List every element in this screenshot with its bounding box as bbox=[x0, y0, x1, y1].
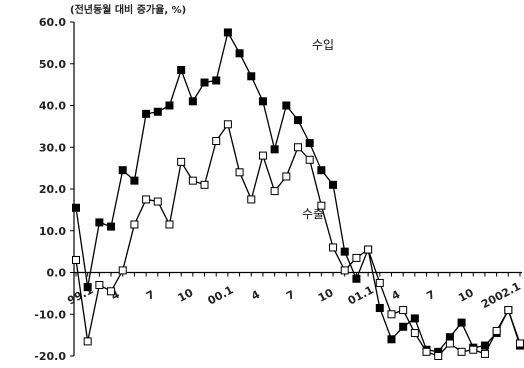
y-tick-label: -10.0 bbox=[34, 308, 66, 321]
data-point-series-1 bbox=[118, 266, 127, 275]
data-point-series-0 bbox=[457, 318, 466, 327]
data-point-series-0 bbox=[258, 97, 267, 106]
data-point-series-0 bbox=[410, 314, 419, 323]
data-point-series-1 bbox=[410, 329, 419, 338]
data-point-series-0 bbox=[329, 180, 338, 189]
data-point-series-1 bbox=[72, 255, 80, 264]
data-point-series-1 bbox=[142, 195, 151, 204]
x-tick-label: 2002.1 bbox=[479, 280, 523, 311]
data-point-series-1 bbox=[130, 220, 139, 229]
data-point-series-0 bbox=[317, 166, 326, 175]
export-series-label: 수출 bbox=[302, 207, 324, 221]
series-line-1 bbox=[75, 122, 521, 357]
y-tick-label: 0.0 bbox=[47, 267, 67, 280]
x-tick-label: 10 bbox=[456, 286, 476, 305]
data-point-series-1 bbox=[212, 136, 221, 145]
data-point-series-0 bbox=[223, 28, 232, 37]
data-point-series-0 bbox=[235, 49, 244, 58]
data-point-series-1 bbox=[247, 195, 256, 204]
data-point-series-1 bbox=[165, 220, 174, 229]
unit-label: (전년동월 대비 증가율, %) bbox=[70, 3, 186, 16]
data-point-series-1 bbox=[305, 155, 314, 164]
data-point-series-1 bbox=[258, 151, 267, 160]
data-point-series-1 bbox=[153, 197, 162, 206]
series-line-0 bbox=[75, 30, 521, 353]
y-tick-label: 30.0 bbox=[39, 141, 66, 154]
x-tick-label: 00.1 bbox=[206, 283, 236, 307]
data-point-series-1 bbox=[387, 310, 396, 319]
x-axis-ticks: 99.1 4 7 10 00.1 4 7 10 01.1 4 7 10 2002.1 bbox=[65, 272, 523, 311]
data-point-series-1 bbox=[504, 306, 513, 315]
data-point-series-1 bbox=[457, 347, 466, 356]
y-tick-label: 10.0 bbox=[39, 225, 66, 238]
data-point-series-0 bbox=[142, 109, 151, 118]
data-point-series-0 bbox=[153, 107, 162, 116]
data-point-series-0 bbox=[212, 76, 221, 85]
data-point-series-0 bbox=[118, 166, 127, 175]
data-point-series-0 bbox=[305, 139, 314, 148]
x-tick-label: 7 bbox=[284, 288, 297, 303]
data-point-series-0 bbox=[375, 303, 384, 312]
data-point-series-1 bbox=[375, 278, 384, 287]
series-annotations: 수입 수출 bbox=[302, 38, 334, 221]
series-group bbox=[72, 28, 524, 360]
x-tick-label: 7 bbox=[424, 288, 437, 303]
x-tick-label: 10 bbox=[176, 286, 196, 305]
data-point-series-0 bbox=[352, 274, 361, 283]
data-point-series-1 bbox=[469, 345, 478, 354]
data-point-series-1 bbox=[399, 306, 408, 315]
data-point-series-0 bbox=[130, 176, 139, 185]
data-point-series-1 bbox=[294, 143, 302, 152]
data-point-series-1 bbox=[364, 245, 373, 254]
y-tick-label: 60.0 bbox=[39, 16, 66, 29]
y-tick-label: -20.0 bbox=[34, 350, 66, 363]
data-point-series-0 bbox=[282, 101, 291, 110]
data-point-series-0 bbox=[165, 101, 174, 110]
data-point-series-1 bbox=[445, 339, 454, 348]
data-point-series-1 bbox=[340, 266, 349, 275]
data-point-series-1 bbox=[177, 157, 186, 166]
data-point-series-0 bbox=[247, 72, 256, 81]
data-point-series-1 bbox=[270, 187, 279, 196]
data-point-series-1 bbox=[480, 349, 489, 358]
data-point-series-1 bbox=[329, 243, 338, 252]
data-point-series-0 bbox=[95, 218, 104, 227]
import-series-label: 수입 bbox=[312, 38, 334, 52]
data-point-series-0 bbox=[270, 145, 279, 154]
x-tick-label: 7 bbox=[144, 288, 157, 303]
data-point-series-0 bbox=[294, 116, 302, 125]
data-point-series-1 bbox=[352, 253, 361, 262]
data-point-series-1 bbox=[492, 326, 501, 335]
data-point-series-1 bbox=[107, 287, 116, 296]
data-point-series-0 bbox=[107, 222, 116, 231]
y-tick-label: 20.0 bbox=[39, 183, 66, 196]
data-point-series-1 bbox=[223, 120, 232, 129]
data-point-series-0 bbox=[340, 247, 349, 256]
data-point-series-0 bbox=[200, 78, 209, 87]
x-tick-label: 01.1 bbox=[346, 283, 376, 307]
data-point-series-1 bbox=[434, 352, 443, 360]
data-point-series-1 bbox=[516, 339, 524, 348]
y-tick-label: 50.0 bbox=[39, 58, 66, 71]
data-point-series-1 bbox=[188, 176, 197, 185]
data-point-series-0 bbox=[83, 283, 92, 292]
data-point-series-1 bbox=[83, 337, 92, 346]
data-point-series-0 bbox=[177, 66, 186, 75]
y-axis-ticks: 60.0 50.0 40.0 30.0 20.0 10.0 0.0 -10.0 -20.0 bbox=[34, 16, 74, 363]
x-tick-label: 4 bbox=[389, 288, 402, 303]
x-tick-label: 10 bbox=[316, 286, 336, 305]
y-tick-label: 40.0 bbox=[39, 100, 66, 113]
data-point-series-1 bbox=[200, 180, 209, 189]
data-point-series-0 bbox=[188, 97, 197, 106]
data-point-series-0 bbox=[399, 322, 408, 331]
data-point-series-1 bbox=[235, 168, 244, 177]
data-point-series-0 bbox=[72, 203, 80, 212]
data-point-series-1 bbox=[317, 201, 326, 210]
x-tick-label: 4 bbox=[249, 288, 262, 303]
data-point-series-1 bbox=[422, 347, 431, 356]
data-point-series-0 bbox=[387, 335, 396, 344]
data-point-series-1 bbox=[282, 172, 291, 181]
data-point-series-1 bbox=[95, 281, 104, 290]
